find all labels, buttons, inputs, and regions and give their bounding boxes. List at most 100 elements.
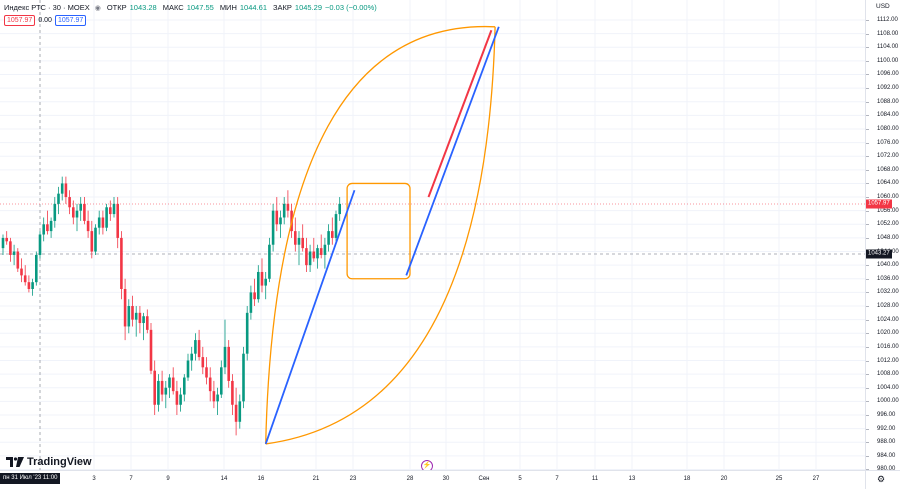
candle-body — [105, 207, 108, 228]
candle-body — [186, 360, 190, 378]
candle-body — [323, 244, 327, 255]
price-tick-label: 1092.00 — [866, 85, 899, 92]
current-price-label: 1057.97 — [866, 199, 892, 209]
candle-body — [20, 268, 23, 276]
price-tick-label: 1032.00 — [866, 289, 899, 296]
candle-body — [294, 231, 297, 245]
time-tick-label: 3 — [92, 476, 96, 482]
price-tick-label: 1016.00 — [866, 343, 899, 350]
price-tick-label: 992.00 — [865, 425, 896, 432]
time-tick-label: 9 — [166, 476, 170, 482]
candle-body — [42, 224, 45, 235]
time-tick-label: 27 — [812, 476, 820, 482]
candle-body — [23, 275, 27, 283]
candle-body — [208, 377, 212, 392]
time-tick-label: 23 — [349, 476, 357, 482]
candle-body — [234, 404, 238, 422]
spread-value: 0.00 — [38, 17, 52, 24]
candle-body — [160, 380, 164, 395]
candle-body — [138, 312, 142, 324]
price-tick-label: 1112.00 — [866, 17, 898, 23]
price-tick-label: 1100.00 — [865, 57, 899, 64]
candle-body — [83, 203, 86, 221]
candle-body — [238, 401, 242, 422]
price-tick-label: 1020.00 — [866, 330, 899, 337]
price-chart[interactable] — [0, 0, 865, 470]
candle-body — [75, 210, 79, 218]
symbol-name[interactable]: Индекс РТС · 30 · MOEX — [4, 3, 90, 12]
candle-body — [297, 237, 301, 245]
candle-body — [57, 193, 60, 204]
candle-body — [53, 203, 57, 221]
candle-body — [286, 203, 290, 211]
time-tick-label: 28 — [406, 476, 414, 482]
currency-label[interactable]: USD — [876, 3, 890, 10]
candle-body — [142, 316, 145, 324]
candle-body — [183, 377, 186, 395]
candle-body — [1, 237, 5, 249]
candle-body — [27, 282, 31, 289]
price-tick-label: 980.00 — [865, 466, 895, 472]
price-tick-label: 1072.00 — [866, 153, 899, 160]
candle-body — [279, 217, 282, 225]
price-tick-label: 1040.00 — [866, 262, 899, 269]
time-tick-label: 5 — [518, 476, 522, 482]
gear-icon[interactable]: ⚙ — [877, 474, 886, 484]
candle-body — [242, 353, 245, 402]
price-tick-label: 1056.00 — [866, 207, 899, 214]
time-scale[interactable]: 379141621232830Сен57111318202527Ок пн 31… — [0, 470, 874, 489]
trend-line-red — [427, 29, 493, 198]
price-tick-label: 1036.00 — [866, 275, 899, 282]
low-value: 1044.61 — [239, 3, 267, 12]
candle-body — [264, 278, 267, 286]
trend-line-blue — [264, 189, 356, 445]
candle-body — [164, 387, 168, 395]
candle-body — [216, 394, 219, 402]
candle-body — [220, 367, 223, 395]
candle-body — [312, 251, 316, 259]
candle-body — [257, 271, 260, 300]
crosshair-price-label: 1043.27 — [866, 249, 892, 259]
price-tick-label: 1068.00 — [866, 166, 899, 173]
time-tick-label: 13 — [628, 476, 636, 482]
price-scale[interactable]: USD 1112.00 1108.00 1104.00 1100.00 1096.00 1… — [865, 0, 900, 472]
tradingview-logo[interactable]: TradingView — [6, 456, 92, 468]
arc-drawing-upper — [265, 26, 496, 444]
price-tick-label: 1108.00 — [865, 30, 899, 37]
close-label: ЗАКР — [273, 3, 292, 12]
candle-body — [327, 231, 330, 245]
candle-body — [212, 391, 216, 402]
lightning-icon[interactable]: ⚡ — [421, 460, 433, 470]
candle-body — [231, 380, 234, 405]
price-tick-label: 996.00 — [865, 411, 896, 418]
price-tick-label: 1076.00 — [866, 139, 899, 146]
candle-body — [179, 394, 182, 405]
candle-body — [49, 220, 53, 232]
candle-body — [305, 248, 308, 266]
price-tick-label: 1048.00 — [866, 234, 899, 241]
time-tick-label: 25 — [775, 476, 783, 482]
high-value: 1047.55 — [186, 3, 214, 12]
candle-body — [197, 340, 201, 358]
candle-body — [35, 254, 38, 283]
candle-body — [94, 227, 97, 252]
scale-settings[interactable]: ⚙ — [865, 470, 900, 489]
time-tick-label: 18 — [683, 476, 691, 482]
candle-body — [171, 377, 175, 392]
candle-body — [9, 241, 12, 255]
rectangle-drawing — [346, 182, 411, 280]
chart-pane[interactable]: Индекс РТС · 30 · MOEX ◉ ОТКР 1043.28 МА… — [0, 0, 865, 470]
candle-body — [97, 217, 101, 228]
price-tick-label: 1008.00 — [866, 371, 899, 378]
time-tick-label: 14 — [220, 476, 228, 482]
candle-body — [60, 183, 64, 194]
buy-price-pill[interactable]: 1057.97 — [54, 15, 87, 26]
time-tick-label: 7 — [555, 476, 559, 482]
price-tick-label: 1084.00 — [866, 112, 899, 119]
candle-body — [153, 370, 156, 405]
eye-icon[interactable]: ◉ — [94, 4, 101, 12]
sell-price-pill[interactable]: 1057.97 — [4, 15, 36, 26]
price-tick-label: 1012.00 — [866, 357, 899, 364]
price-tick-label: 984.00 — [865, 452, 896, 459]
time-tick-label: Сен — [478, 476, 490, 482]
